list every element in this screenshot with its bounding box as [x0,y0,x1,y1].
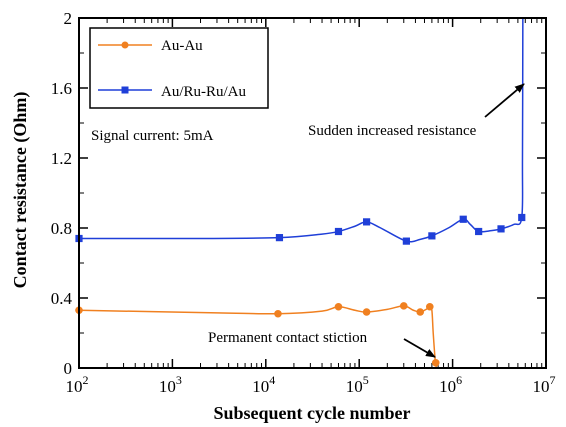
y-tick-label: 0.8 [51,219,72,238]
x-tick-exponent: 5 [363,373,369,387]
x-tick-exponent: 4 [269,373,275,387]
data-point-au-ru-ru-au [362,218,371,226]
y-axis: 0 0.4 0.8 1.2 1.6 2 [51,9,546,378]
data-point-au-au [431,358,440,367]
series-au-ru-ru-au [75,17,526,245]
y-tick-label: 0.4 [51,289,73,308]
y-tick-label: 1.2 [51,149,72,168]
x-axis-label: Subsequent cycle number [213,403,410,423]
data-point-au-ru-ru-au [459,215,467,223]
data-point-au-au [362,308,371,316]
legend-marker-au-au [121,41,129,49]
data-point-au-au [334,302,343,311]
legend-box [89,27,269,109]
data-point-au-ru-ru-au [475,227,483,236]
x-tick-label: 105 [346,373,369,396]
data-point-au-ru-ru-au [275,234,284,242]
legend-label-au-ru: Au/Ru-Ru/Au [161,84,247,100]
data-point-au-ru-ru-au [402,237,410,245]
legend-item-au-au: Au-Au [98,38,203,54]
x-tick-label: 106 [439,373,462,396]
sudden-resistance-annotation: Sudden increased resistance [308,123,477,139]
legend-marker-au-ru [121,86,129,94]
series-au-au [75,302,440,369]
data-point-au-ru-ru-au [518,213,526,222]
y-tick-label: 1.6 [51,79,72,98]
signal-current-annotation: Signal current: 5mA [91,128,214,144]
data-point-au-au [416,308,425,316]
x-tick-exponent: 6 [456,373,462,387]
stiction-arrow [403,338,436,358]
x-tick-label: 104 [252,373,275,396]
legend-label-au-au: Au-Au [161,38,203,54]
data-point-au-au [399,302,408,310]
data-point-au-au [274,309,282,318]
plot-frame [78,17,547,369]
x-tick-exponent: 7 [550,373,556,387]
sudden-resistance-arrow [484,83,525,118]
y-axis-label: Contact resistance (Ohm) [10,92,31,289]
y-tick-label: 2 [64,9,73,28]
data-point-au-ru-ru-au [334,227,343,236]
data-point-au-ru-ru-au [497,225,505,233]
x-tick-exponent: 2 [83,373,89,387]
legend: Au-Au Au/Ru-Ru/Au [89,27,269,109]
x-axis: 102 103 104 105 106 107 [66,18,556,396]
stiction-annotation: Permanent contact stiction [208,330,368,346]
data-point-au-au [425,302,434,311]
x-tick-label: 103 [159,373,182,396]
data-point-au-ru-ru-au [428,232,436,240]
y-tick-label: 0 [64,359,73,378]
x-tick-exponent: 3 [176,373,182,387]
x-tick-label: 107 [533,373,556,396]
series-layer [75,17,526,369]
legend-item-au-ru: Au/Ru-Ru/Au [98,84,247,100]
